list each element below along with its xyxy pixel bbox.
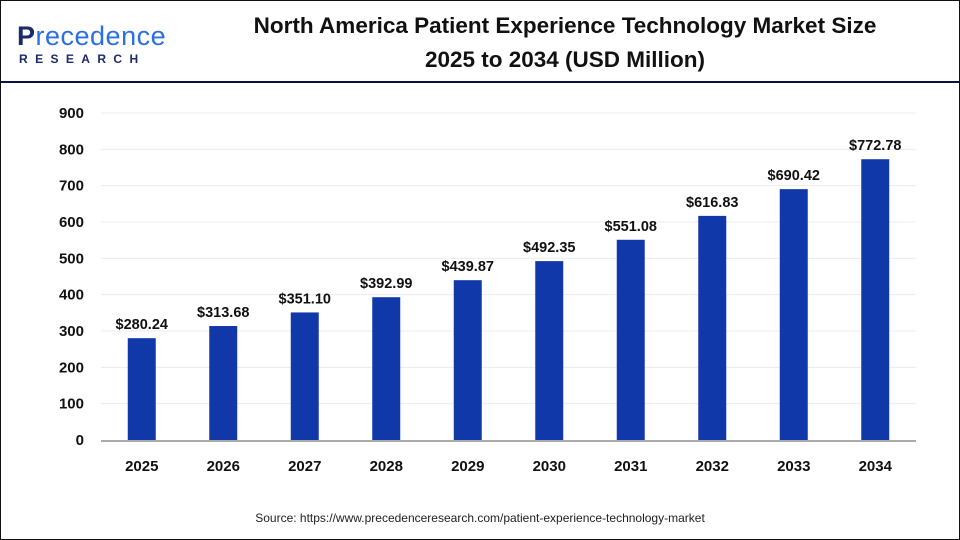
logo-main-text: Precedence [17, 21, 167, 51]
bar-2028 [372, 297, 401, 440]
bar-2030 [535, 261, 564, 440]
data-label: $392.99 [360, 276, 412, 292]
y-tick-label: 900 [59, 105, 84, 122]
bar-2034 [861, 159, 890, 440]
y-tick-label: 500 [59, 250, 84, 267]
source-note: Source: https://www.precedenceresearch.c… [255, 511, 705, 525]
title-line-2: 2025 to 2034 (USD Million) [424, 47, 706, 72]
data-label: $439.87 [442, 259, 494, 275]
data-label: $351.10 [279, 291, 331, 307]
data-label: $313.68 [197, 305, 249, 321]
y-tick-label: 0 [76, 432, 84, 449]
data-label: $616.83 [686, 195, 738, 211]
x-tick-label: 2030 [533, 458, 566, 475]
logo-sub-text: RESEARCH [19, 52, 146, 66]
x-tick-label: 2033 [777, 458, 810, 475]
x-tick-label: 2031 [614, 458, 647, 475]
data-label: $492.35 [523, 240, 575, 256]
y-tick-label: 800 [59, 141, 84, 158]
x-tick-label: 2028 [370, 458, 403, 475]
x-tick-label: 2027 [288, 458, 321, 475]
y-tick-label: 100 [59, 396, 84, 413]
y-tick-label: 200 [59, 359, 84, 376]
y-tick-label: 600 [59, 214, 84, 231]
chart-title: North America Patient Experience Technol… [191, 9, 939, 77]
data-label: $551.08 [605, 219, 657, 235]
bar-2025 [127, 338, 156, 440]
bar-2027 [290, 312, 319, 440]
x-tick-label: 2034 [859, 458, 893, 475]
x-tick-label: 2029 [451, 458, 484, 475]
x-tick-label: 2025 [125, 458, 158, 475]
bar-2033 [779, 189, 808, 440]
y-tick-label: 400 [59, 287, 84, 304]
y-tick-label: 700 [59, 178, 84, 195]
y-tick-label: 300 [59, 323, 84, 340]
bar-2031 [616, 239, 645, 440]
data-label: $772.78 [849, 138, 901, 154]
x-tick-label: 2032 [696, 458, 729, 475]
bar-2029 [453, 280, 482, 440]
bar-2032 [698, 215, 727, 440]
title-line-1: North America Patient Experience Technol… [253, 13, 877, 38]
x-tick-label: 2026 [207, 458, 240, 475]
precedence-research-logo: Precedence RESEARCH [17, 21, 167, 66]
data-label: $690.42 [768, 168, 820, 184]
bar-2026 [209, 326, 238, 440]
data-label: $280.24 [116, 317, 168, 333]
header-divider [1, 81, 959, 83]
